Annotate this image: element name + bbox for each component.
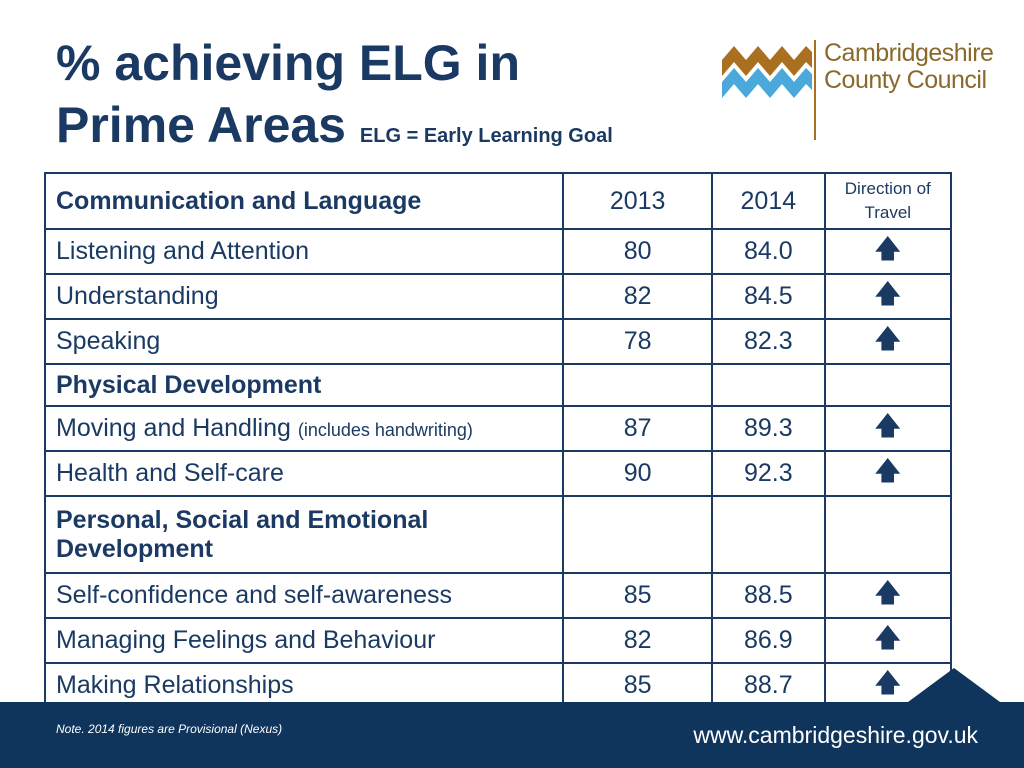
up-arrow-icon: 🡅 xyxy=(823,572,953,619)
page-subtitle: ELG = Early Learning Goal xyxy=(359,125,613,147)
up-arrow-icon: 🡅 xyxy=(823,318,953,365)
logo-line-2: County Council xyxy=(824,66,987,94)
section-communication-language: Communication and Language xyxy=(43,172,565,230)
row-label: Moving and Handling (includes handwritin… xyxy=(43,405,565,452)
value-2014: 89.3 xyxy=(711,405,826,452)
up-arrow-icon: 🡅 xyxy=(823,617,953,664)
row-label-text: Moving and Handling xyxy=(56,414,291,442)
row-label: Speaking xyxy=(43,318,565,365)
row-label: Health and Self-care xyxy=(43,450,565,497)
column-2014-header: 2014 xyxy=(711,172,826,230)
value-2014: 82.3 xyxy=(711,318,826,365)
direction-header-line-2: Travel xyxy=(864,203,912,222)
table-row: Self-confidence and self-awareness 85 88… xyxy=(43,572,953,619)
group-label: Personal, Social and Emotional Developme… xyxy=(43,495,565,574)
up-arrow-icon: 🡅 xyxy=(823,228,953,275)
group-label-line-1: Personal, Social and Emotional xyxy=(56,505,429,534)
logo-line-1: Cambridgeshire xyxy=(824,39,994,67)
value-2014: 84.5 xyxy=(711,273,826,320)
row-label: Self-confidence and self-awareness xyxy=(43,572,565,619)
group-label-line-2: Development xyxy=(56,534,213,563)
table-row: Making Relationships 85 88.7 🡅 xyxy=(43,662,953,709)
group-label: Physical Development xyxy=(43,363,565,407)
row-label: Understanding xyxy=(43,273,565,320)
footer-tab-shape xyxy=(908,668,1000,702)
row-label: Listening and Attention xyxy=(43,228,565,275)
footer-bar xyxy=(0,702,1024,768)
value-2014: 84.0 xyxy=(711,228,826,275)
up-arrow-icon: 🡅 xyxy=(823,450,953,497)
direction-header-line-1: Direction of xyxy=(844,179,931,198)
value-2013: 80 xyxy=(562,228,714,275)
up-arrow-icon: 🡅 xyxy=(823,405,953,452)
elg-table: Communication and Language 2013 2014 Dir… xyxy=(43,172,953,709)
table-row: Speaking 78 82.3 🡅 xyxy=(43,318,953,365)
up-arrow-icon: 🡅 xyxy=(823,273,953,320)
footer-note: Note. 2014 figures are Provisional (Nexu… xyxy=(56,722,283,736)
column-2013-header: 2013 xyxy=(562,172,714,230)
logo-divider xyxy=(814,40,816,140)
page-title: % achieving ELG in Prime Areas ELG = Ear… xyxy=(56,32,613,167)
column-direction-header: Direction of Travel xyxy=(823,172,953,230)
table-row: Listening and Attention 80 84.0 🡅 xyxy=(43,228,953,275)
table-row: Managing Feelings and Behaviour 82 86.9 … xyxy=(43,617,953,664)
title-line-2: Prime Areas xyxy=(56,97,346,153)
value-2013: 78 xyxy=(562,318,714,365)
value-2014: 88.5 xyxy=(711,572,826,619)
table-row: Health and Self-care 90 92.3 🡅 xyxy=(43,450,953,497)
table-header-row: Communication and Language 2013 2014 Dir… xyxy=(43,172,953,230)
value-2013: 87 xyxy=(562,405,714,452)
value-2013: 82 xyxy=(562,273,714,320)
value-2013: 85 xyxy=(562,572,714,619)
table-row: Moving and Handling (includes handwritin… xyxy=(43,405,953,452)
row-label: Making Relationships xyxy=(43,662,565,709)
value-2013: 82 xyxy=(562,617,714,664)
council-logo-icon xyxy=(722,46,812,98)
value-2014: 86.9 xyxy=(711,617,826,664)
row-label-note: (includes handwriting) xyxy=(297,420,473,440)
row-label: Managing Feelings and Behaviour xyxy=(43,617,565,664)
group-row-physical-development: Physical Development xyxy=(43,363,953,407)
logo-wordmark: Cambridgeshire County Council xyxy=(824,39,994,94)
value-2014: 92.3 xyxy=(711,450,826,497)
value-2013: 90 xyxy=(562,450,714,497)
table-row: Understanding 82 84.5 🡅 xyxy=(43,273,953,320)
footer-url: www.cambridgeshire.gov.uk xyxy=(693,722,978,748)
group-row-personal-social-emotional: Personal, Social and Emotional Developme… xyxy=(43,495,953,574)
title-line-1: % achieving ELG in xyxy=(56,35,520,91)
